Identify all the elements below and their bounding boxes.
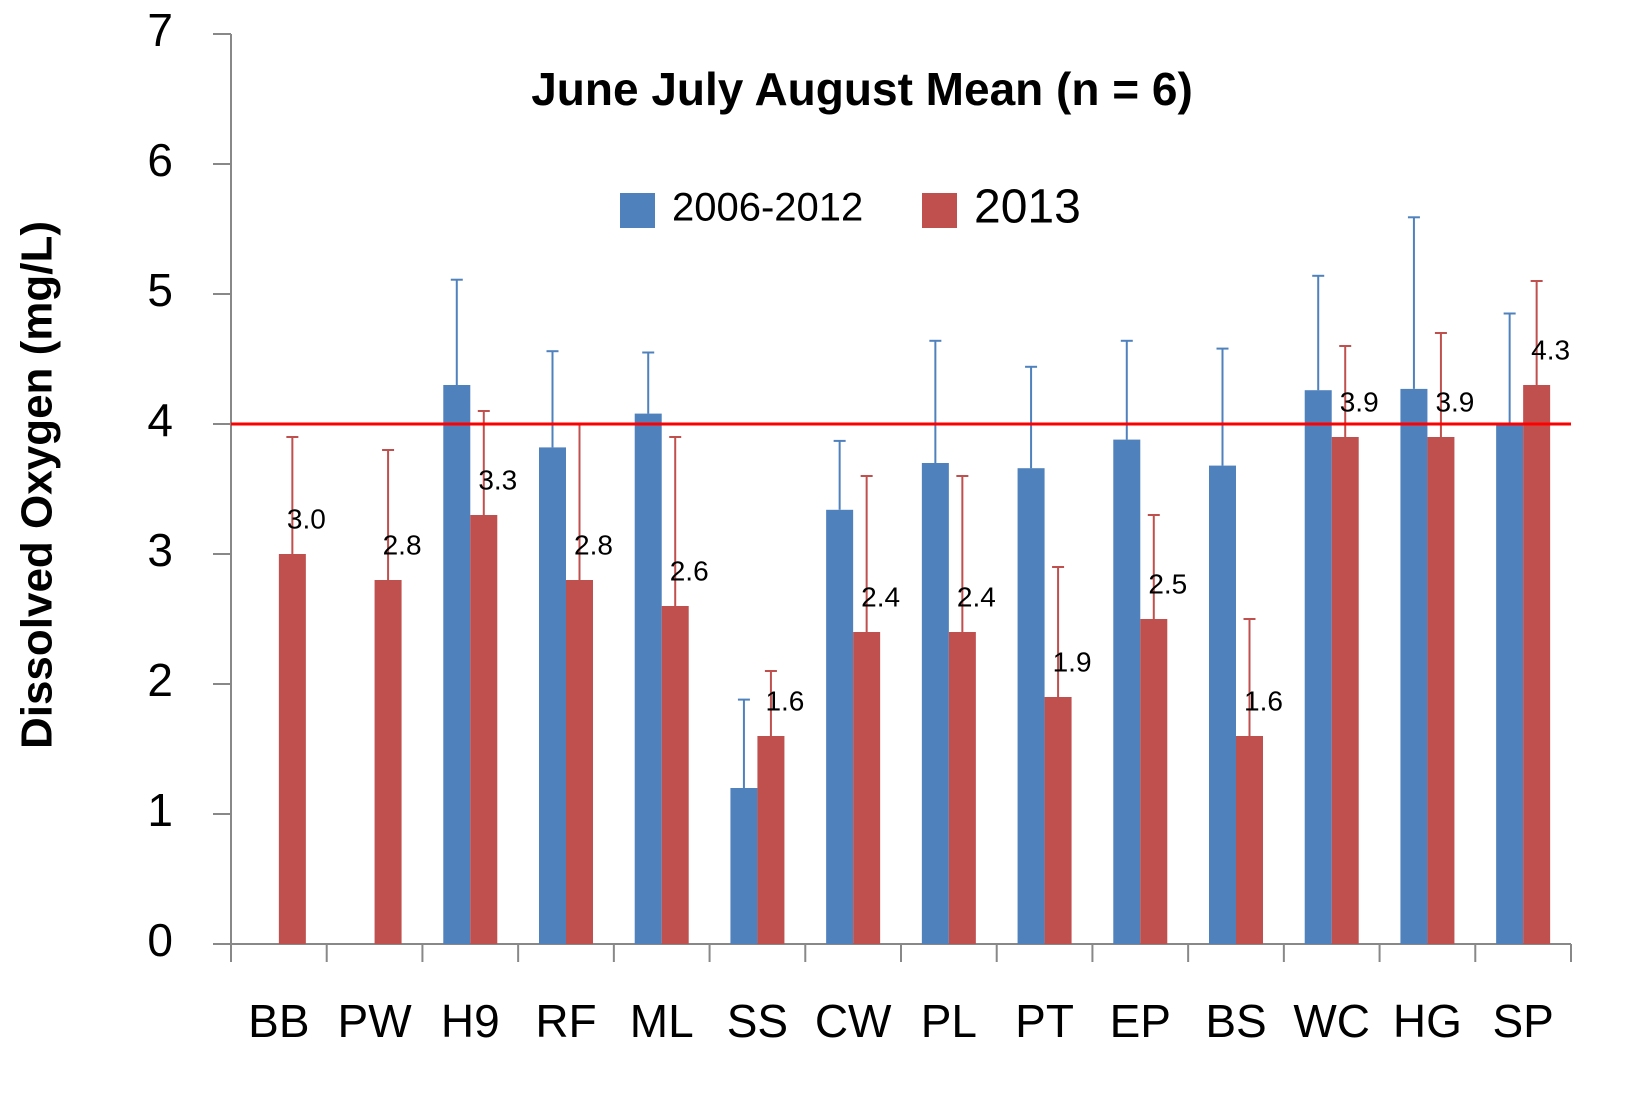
legend-label: 2006-2012 [672,186,863,230]
x-tick-label: HG [1393,995,1462,1047]
y-tick-label: 0 [147,914,173,966]
bar [661,606,689,944]
bar [1427,437,1455,944]
data-label: 1.9 [1053,646,1092,677]
bar [1209,465,1236,944]
bar [1523,385,1551,944]
bar [443,385,471,944]
bar [470,515,498,944]
data-label: 2.6 [670,555,709,586]
y-tick-label: 6 [147,134,173,186]
data-label: 2.8 [383,529,422,560]
y-tick-label: 2 [147,654,173,706]
data-label: 1.6 [1244,685,1283,716]
x-tick-label: BS [1205,995,1266,1047]
legend-label: 2013 [974,181,1081,234]
y-tick-label: 4 [147,394,173,446]
data-label: 2.4 [861,581,900,612]
data-label: 4.3 [1531,334,1570,365]
bar [1017,468,1045,944]
bar [374,580,402,944]
bar [278,554,306,944]
x-tick-label: ML [630,995,694,1047]
x-tick-label: SS [727,995,788,1047]
bar [566,580,593,944]
legend-swatch [922,193,957,228]
bar [853,632,881,944]
bar [730,788,758,944]
bar [1496,424,1524,944]
data-label: 2.8 [574,529,613,560]
data-label: 3.9 [1435,386,1474,417]
data-label: 1.6 [765,685,804,716]
bar [1044,697,1072,944]
x-tick-label: RF [535,995,596,1047]
bar [1236,736,1263,944]
x-tick-label: PW [338,995,413,1047]
x-tick-label: BB [248,995,309,1047]
data-label: 3.9 [1340,386,1379,417]
bar [1331,437,1359,944]
legend-swatch [620,193,655,228]
bar [921,463,949,944]
data-label: 2.4 [957,581,996,612]
x-tick-label: WC [1293,995,1370,1047]
bar [826,509,854,944]
data-label: 2.5 [1148,568,1187,599]
chart-title: June July August Mean (n = 6) [531,63,1193,115]
x-tick-label: PL [921,995,977,1047]
data-label: 3.3 [478,464,517,495]
bar [1400,388,1428,944]
bar [757,736,785,944]
y-axis-label: Dissolved Oxygen (mg/L) [13,221,62,749]
x-tick-label: EP [1110,995,1171,1047]
x-tick-label: SP [1492,995,1553,1047]
bar [948,632,976,944]
x-tick-label: H9 [441,995,500,1047]
bar [539,447,566,944]
y-tick-label: 7 [147,4,173,56]
bar [1140,619,1168,944]
data-label: 3.0 [287,503,326,534]
y-tick-label: 1 [147,784,173,836]
x-tick-label: CW [815,995,892,1047]
y-tick-label: 3 [147,524,173,576]
x-tick-label: PT [1015,995,1074,1047]
bar [634,413,662,945]
bar [1304,390,1332,944]
y-tick-label: 5 [147,264,173,316]
bar [1113,439,1141,944]
